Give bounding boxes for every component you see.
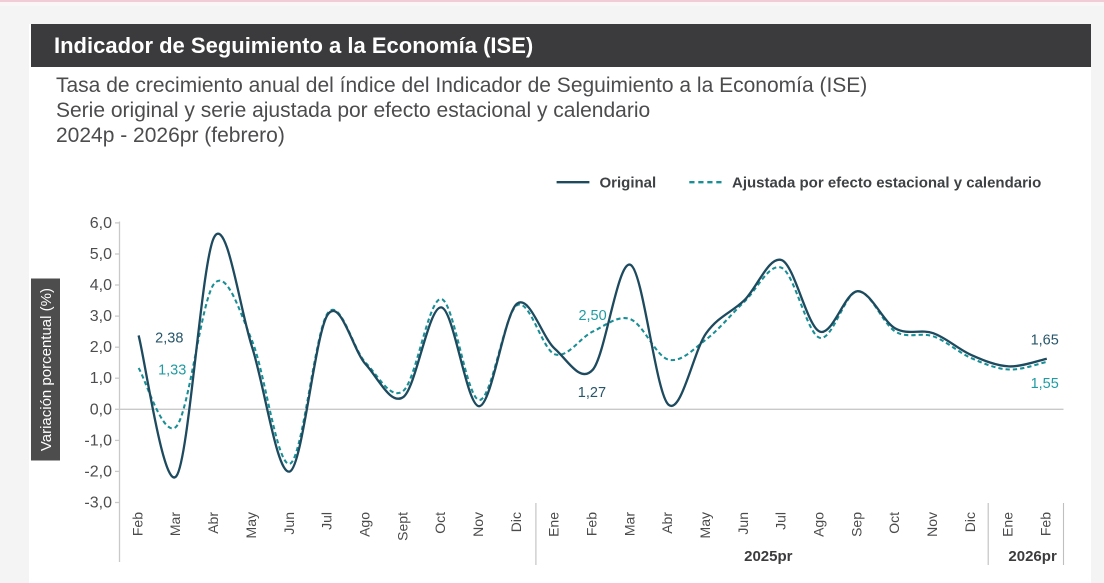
svg-text:1,27: 1,27: [578, 385, 606, 401]
svg-text:Abr: Abr: [205, 512, 221, 534]
svg-text:Ajustada por efecto estacional: Ajustada por efecto estacional y calenda…: [732, 175, 1041, 192]
svg-text:Ene: Ene: [1000, 512, 1016, 537]
svg-text:Feb: Feb: [129, 512, 145, 536]
svg-text:Feb: Feb: [584, 512, 600, 536]
svg-text:Ago: Ago: [356, 512, 372, 537]
svg-text:Oct: Oct: [886, 512, 902, 534]
svg-text:Mar: Mar: [621, 512, 637, 536]
svg-text:Sep: Sep: [848, 512, 864, 537]
svg-text:6,0: 6,0: [90, 215, 112, 232]
svg-text:4,0: 4,0: [90, 277, 112, 294]
svg-text:2,50: 2,50: [578, 308, 606, 324]
svg-text:Jul: Jul: [319, 512, 335, 530]
svg-text:Dic: Dic: [962, 512, 978, 532]
svg-text:Mar: Mar: [167, 512, 183, 536]
svg-text:2025pr: 2025pr: [744, 548, 793, 565]
svg-text:May: May: [697, 512, 713, 538]
svg-text:-1,0: -1,0: [84, 432, 112, 449]
svg-text:-2,0: -2,0: [84, 463, 112, 480]
svg-text:0,0: 0,0: [90, 401, 112, 418]
svg-text:5,0: 5,0: [90, 246, 112, 263]
svg-text:2,0: 2,0: [90, 339, 112, 356]
svg-text:Nov: Nov: [470, 512, 486, 537]
svg-text:Sept: Sept: [394, 512, 410, 541]
svg-text:Jun: Jun: [735, 512, 751, 535]
svg-text:2,38: 2,38: [155, 331, 183, 347]
svg-text:Nov: Nov: [924, 512, 940, 537]
svg-text:1,55: 1,55: [1031, 376, 1059, 392]
svg-text:Abr: Abr: [659, 512, 675, 534]
svg-text:1,65: 1,65: [1031, 333, 1059, 349]
svg-text:Jun: Jun: [281, 512, 297, 535]
svg-text:Jul: Jul: [773, 512, 789, 530]
svg-text:Feb: Feb: [1038, 512, 1054, 536]
svg-text:-3,0: -3,0: [84, 495, 112, 512]
svg-text:1,33: 1,33: [158, 363, 186, 379]
svg-text:Dic: Dic: [508, 512, 524, 532]
svg-text:1,0: 1,0: [90, 370, 112, 387]
svg-text:2026pr: 2026pr: [1008, 548, 1057, 565]
svg-text:Original: Original: [600, 175, 657, 192]
svg-text:Oct: Oct: [432, 512, 448, 534]
svg-text:Ene: Ene: [546, 512, 562, 537]
svg-text:3,0: 3,0: [90, 308, 112, 325]
svg-text:May: May: [243, 512, 259, 538]
svg-text:Ago: Ago: [811, 512, 827, 537]
svg-text:Variación porcentual (%): Variación porcentual (%): [38, 288, 55, 451]
